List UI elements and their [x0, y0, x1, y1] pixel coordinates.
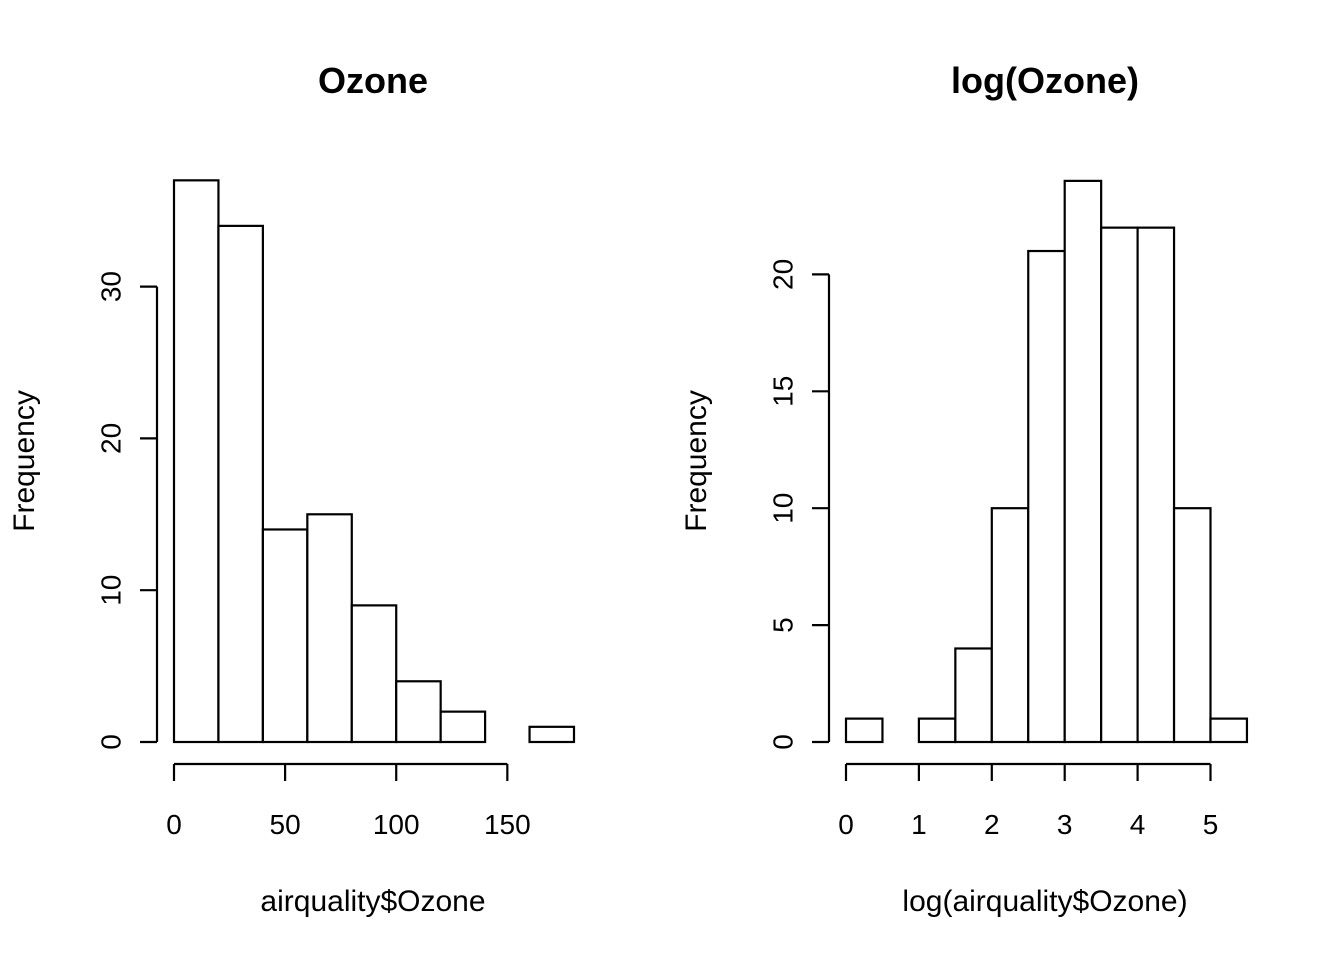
x-axis-label: airquality$Ozone [260, 885, 485, 918]
y-tick-label: 30 [96, 271, 127, 302]
histogram-bar [172, 179, 220, 744]
histogram-bar [350, 604, 398, 744]
y-tick-label: 10 [96, 575, 127, 606]
y-tick-label: 15 [768, 376, 799, 407]
y-tick-label: 0 [768, 734, 799, 750]
histogram-bar [1136, 226, 1176, 744]
bars [172, 179, 576, 744]
histogram-bar [217, 224, 264, 744]
histogram-bar [528, 725, 576, 744]
histogram-bar [395, 680, 442, 744]
histogram-bar [954, 647, 993, 744]
x-tick-label: 4 [1130, 809, 1146, 840]
x-tick-label: 0 [166, 809, 182, 840]
x-tick-label: 100 [373, 809, 420, 840]
y-tick-label: 0 [96, 734, 127, 750]
histogram-bar [990, 507, 1030, 744]
histogram-bar [1209, 717, 1249, 744]
y-tick-label: 10 [768, 493, 799, 524]
y-tick-label: 5 [768, 617, 799, 633]
x-tick-label: 150 [484, 809, 531, 840]
ozone-histogram-panel: Ozone airquality$Ozone Frequency 0 10 20 30… [8, 60, 576, 918]
histogram-bar [1027, 249, 1066, 744]
x-tick-label: 50 [270, 809, 301, 840]
chart-title: Ozone [318, 60, 428, 101]
histogram-bar [439, 710, 487, 744]
y-axis-label: Frequency [680, 390, 713, 532]
x-tick-label: 1 [911, 809, 927, 840]
y-tick-label: 20 [768, 259, 799, 290]
histogram-bar [844, 717, 884, 744]
histogram-bar [261, 528, 309, 744]
histogram-bar [1063, 179, 1103, 744]
bars [844, 179, 1249, 744]
y-axis-label: Frequency [8, 390, 41, 532]
histogram-bar [1172, 507, 1212, 744]
x-tick-label: 3 [1057, 809, 1073, 840]
log-ozone-histogram-panel: log(Ozone) log(airquality$Ozone) Frequen… [680, 60, 1249, 918]
x-axis-label: log(airquality$Ozone) [902, 885, 1187, 918]
x-tick-label: 0 [838, 809, 854, 840]
y-tick-label: 20 [96, 423, 127, 454]
chart-title: log(Ozone) [951, 60, 1139, 101]
histogram-bar [1100, 226, 1139, 744]
x-tick-label: 2 [984, 809, 1000, 840]
histogram-bar [917, 717, 957, 744]
x-tick-label: 5 [1203, 809, 1219, 840]
histogram-bar [306, 513, 353, 744]
